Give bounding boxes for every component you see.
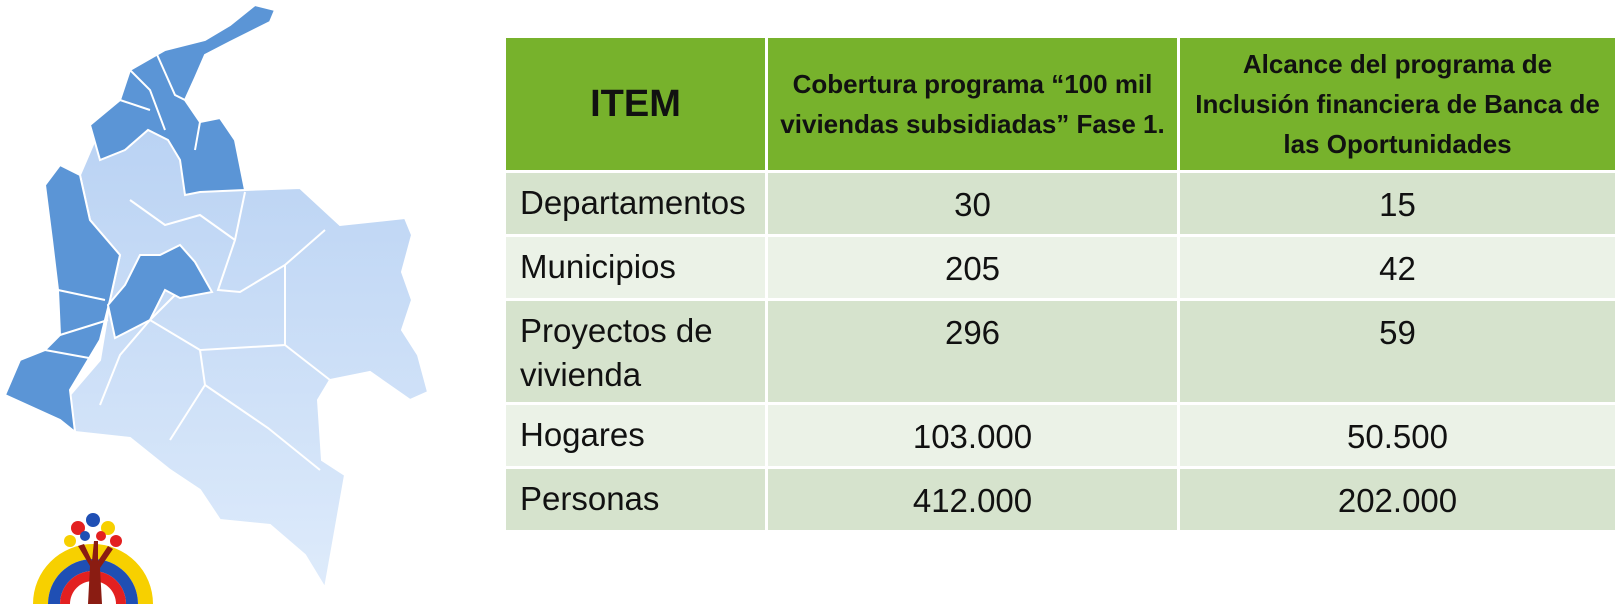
map-borders [99,191,331,471]
row-label: Personas [503,466,768,533]
logo-tree-icon [33,513,153,604]
header-alcance: Alcance del programa de Inclusión financ… [1177,35,1618,173]
map-highlight-center [106,243,214,340]
header-cobertura: Cobertura programa “100 mil viviendas su… [765,35,1180,173]
colombia-map [3,3,430,591]
row-label: Departamentos [503,170,768,237]
row-label: Municipios [503,234,768,301]
table-row: Municipios 205 42 [503,234,1618,301]
table-row: Departamentos 30 15 [503,170,1618,237]
alcance-value: 42 [1177,234,1618,301]
alcance-value: 15 [1177,170,1618,237]
table-row: Hogares 103.000 50.500 [503,402,1618,469]
alcance-value: 202.000 [1177,466,1618,533]
table-row: Personas 412.000 202.000 [503,466,1618,533]
map-highlight-west [3,163,122,435]
cobertura-value: 30 [765,170,1180,237]
header-item: ITEM [503,35,768,173]
table-header-row: ITEM Cobertura programa “100 mil viviend… [503,35,1618,173]
row-label: Proyectos de vivienda [503,298,768,405]
map-highlight-north [88,3,277,197]
alcance-value: 59 [1177,298,1618,405]
alcance-value: 50.500 [1177,402,1618,469]
cobertura-value: 412.000 [765,466,1180,533]
cobertura-value: 103.000 [765,402,1180,469]
cobertura-value: 296 [765,298,1180,405]
table-row: Proyectos de vivienda 296 59 [503,298,1618,405]
cobertura-value: 205 [765,234,1180,301]
coverage-table: ITEM Cobertura programa “100 mil viviend… [503,35,1618,533]
row-label: Hogares [503,402,768,469]
